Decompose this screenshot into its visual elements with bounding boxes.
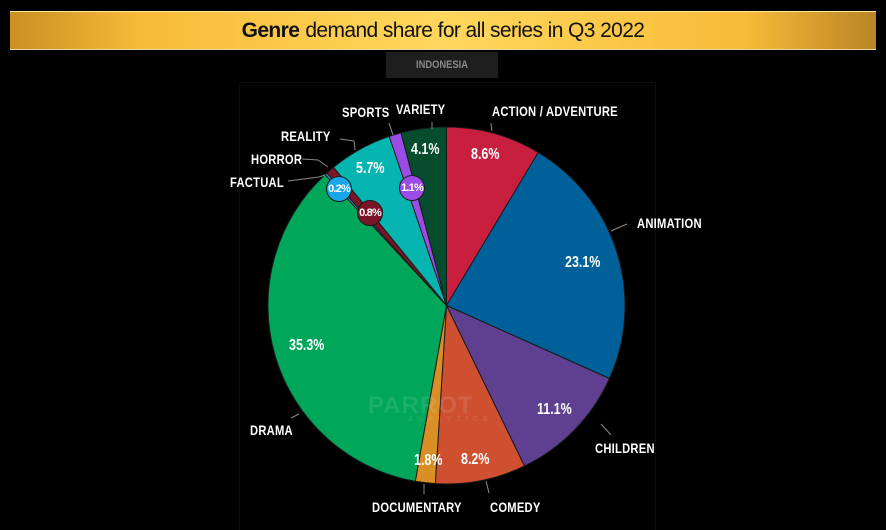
label-factual: FACTUAL: [230, 174, 284, 190]
pct-drama: 35.3%: [289, 337, 325, 354]
slice-action-adventure: [446, 126, 539, 306]
label-action-adventure: ACTION / ADVENTURE: [492, 103, 618, 119]
label-animation: ANIMATION: [637, 215, 702, 231]
bubble-horror: 0.8%: [357, 200, 383, 226]
pct-documentary: 1.8%: [414, 452, 443, 469]
label-variety: VARIETY: [396, 101, 446, 117]
slice-variety: [400, 126, 447, 306]
pct-reality: 5.7%: [356, 160, 385, 177]
watermark-sub: ANALYTICS: [408, 416, 493, 423]
label-drama: DRAMA: [250, 422, 293, 438]
pct-comedy: 8.2%: [461, 451, 490, 468]
slice-animation: [446, 151, 626, 379]
label-horror: HORROR: [251, 151, 303, 167]
region-tab: INDONESIA: [385, 52, 499, 78]
chart-frame: [239, 82, 656, 530]
watermark-main: PARROT: [368, 392, 474, 419]
label-children: CHILDREN: [595, 440, 655, 456]
parrot-analytics-watermark: PARROT ANALYTICS: [368, 392, 492, 423]
label-comedy: COMEDY: [490, 499, 541, 515]
slice-comedy: [434, 305, 525, 485]
chart-title-rest: demand share for all series in Q3 2022: [305, 18, 645, 42]
label-reality: REALITY: [281, 128, 331, 144]
slice-drama: [267, 174, 447, 482]
slice-children: [446, 305, 610, 467]
label-documentary: DOCUMENTARY: [372, 499, 462, 515]
pct-children: 11.1%: [537, 401, 572, 418]
chart-title-bold: Genre: [241, 18, 300, 42]
pct-action-adventure: 8.6%: [471, 146, 500, 163]
pct-animation: 23.1%: [565, 254, 601, 271]
pct-variety: 4.1%: [411, 141, 440, 158]
leader-lines: [287, 122, 628, 494]
bubble-sports: 1.1%: [399, 175, 425, 201]
label-sports: SPORTS: [342, 104, 390, 120]
chart-title: Genre demand share for all series in Q3 …: [10, 11, 876, 50]
bubble-factual: 0.2%: [326, 176, 352, 202]
